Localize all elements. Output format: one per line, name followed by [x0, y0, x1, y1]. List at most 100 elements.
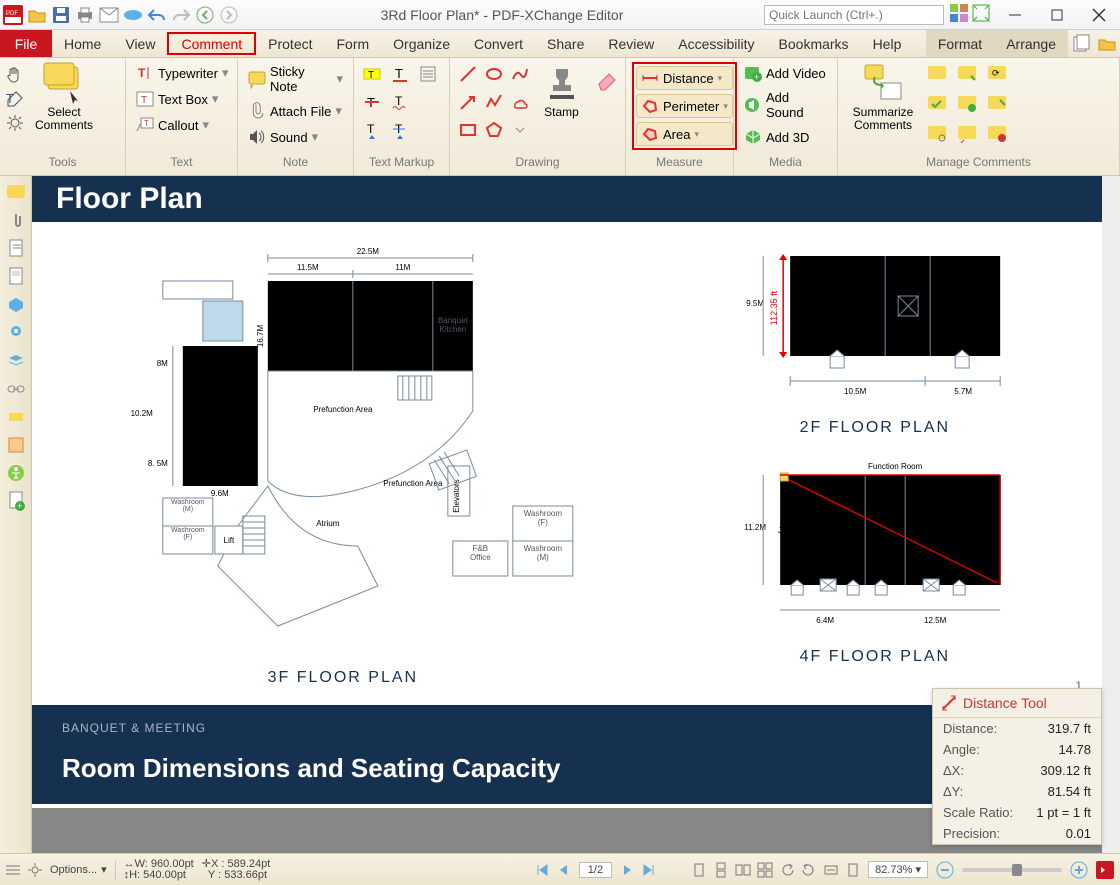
addvideo-button[interactable]: +Add Video — [740, 62, 831, 84]
line-icon[interactable] — [456, 62, 480, 86]
stickynote-button[interactable]: Sticky Note▾ — [244, 62, 347, 96]
perimeter-button[interactable]: Perimeter▾ — [636, 94, 733, 118]
distance-button[interactable]: Distance▾ — [636, 66, 733, 90]
next-page-icon[interactable] — [620, 863, 634, 877]
page-indicator[interactable]: 1/2 — [579, 862, 612, 878]
tab-accessibility[interactable]: Accessibility — [666, 30, 766, 57]
area-button[interactable]: Area▾ — [636, 122, 733, 146]
tab-protect[interactable]: Protect — [256, 30, 324, 57]
addsound-button[interactable]: Add Sound — [740, 88, 831, 122]
open-folder-icon[interactable] — [1094, 30, 1120, 57]
markup-opts-icon[interactable] — [416, 62, 440, 86]
attachments-pane-icon[interactable] — [5, 210, 27, 232]
attachfile-button[interactable]: Attach File▾ — [244, 100, 347, 122]
thumbs-pane-icon[interactable] — [5, 266, 27, 288]
file-menu[interactable]: File — [0, 30, 52, 57]
fit-icon[interactable] — [972, 4, 994, 25]
mc-i3[interactable]: ⟳ — [986, 62, 1010, 86]
quick-launch-input[interactable] — [764, 5, 944, 25]
oval-icon[interactable] — [482, 62, 506, 86]
undo-icon[interactable] — [146, 4, 168, 26]
rotate-ccw-icon[interactable] — [780, 863, 794, 877]
edit-pane-icon[interactable] — [5, 406, 27, 428]
bookmarks-pane-icon[interactable] — [5, 238, 27, 260]
zoom-in-icon[interactable] — [1070, 861, 1088, 879]
mc-i9[interactable] — [986, 122, 1010, 146]
cloud-icon[interactable] — [508, 90, 532, 114]
status-gear-icon[interactable] — [28, 863, 42, 877]
tab-comment[interactable]: Comment — [167, 32, 256, 55]
save-icon[interactable] — [50, 4, 72, 26]
open-icon[interactable] — [26, 4, 48, 26]
save-copy-icon[interactable] — [1068, 30, 1094, 57]
typewriter-button[interactable]: TTypewriter▾ — [132, 62, 233, 84]
fit-width-icon[interactable] — [824, 863, 838, 877]
add3d-button[interactable]: Add 3D — [740, 126, 831, 148]
pencil-icon[interactable] — [508, 62, 532, 86]
tab-convert[interactable]: Convert — [462, 30, 535, 57]
nav-back-icon[interactable] — [194, 4, 216, 26]
stamp-button[interactable]: Stamp — [534, 62, 589, 119]
options-button[interactable]: Options...▾ — [50, 863, 107, 876]
mc-i6[interactable] — [986, 92, 1010, 116]
insert-text-icon[interactable]: T — [360, 118, 384, 142]
squiggle-icon[interactable]: T — [388, 90, 412, 114]
callout-button[interactable]: TCallout▾ — [132, 114, 233, 136]
3d-pane-icon[interactable] — [5, 294, 27, 316]
sign-pane-icon[interactable] — [5, 434, 27, 456]
redo-icon[interactable] — [170, 4, 192, 26]
underline-t-icon[interactable]: T — [388, 62, 412, 86]
shape-dd-icon[interactable] — [508, 118, 532, 142]
dest-pane-icon[interactable] — [5, 322, 27, 344]
tab-view[interactable]: View — [113, 30, 167, 57]
status-menu-icon[interactable] — [6, 863, 20, 877]
layout-facing-cont-icon[interactable] — [758, 863, 772, 877]
vertical-scrollbar[interactable] — [1102, 176, 1120, 853]
mc-i8[interactable] — [956, 122, 980, 146]
polyline-icon[interactable] — [482, 90, 506, 114]
mc-i7[interactable] — [926, 122, 950, 146]
comments-pane-icon[interactable] — [5, 182, 27, 204]
tab-help[interactable]: Help — [861, 30, 914, 57]
pdf-badge-icon[interactable] — [1096, 861, 1114, 879]
tab-organize[interactable]: Organize — [381, 30, 462, 57]
mc-i4[interactable] — [926, 92, 950, 116]
tab-form[interactable]: Form — [325, 30, 382, 57]
zoom-out-icon[interactable] — [936, 861, 954, 879]
sound-button[interactable]: Sound▾ — [244, 126, 347, 148]
tab-home[interactable]: Home — [52, 30, 113, 57]
rect-icon[interactable] — [456, 118, 480, 142]
layout-facing-icon[interactable] — [736, 863, 750, 877]
mc-i1[interactable] — [926, 62, 950, 86]
layout-cont-icon[interactable] — [714, 863, 728, 877]
first-page-icon[interactable] — [535, 863, 549, 877]
maximize-button[interactable] — [1036, 0, 1078, 30]
eraser-icon[interactable] — [593, 62, 619, 97]
polygon-icon[interactable] — [482, 118, 506, 142]
print-icon[interactable] — [74, 4, 96, 26]
links-pane-icon[interactable] — [5, 378, 27, 400]
prev-page-icon[interactable] — [557, 863, 571, 877]
add-pane-icon[interactable]: + — [5, 490, 27, 512]
email-icon[interactable] — [98, 4, 120, 26]
scan-icon[interactable] — [122, 4, 144, 26]
nav-fwd-icon[interactable] — [218, 4, 240, 26]
arrow-icon[interactable] — [456, 90, 480, 114]
zoom-slider[interactable] — [962, 868, 1062, 872]
layout-single-icon[interactable] — [692, 863, 706, 877]
layers-pane-icon[interactable] — [5, 350, 27, 372]
tab-share[interactable]: Share — [535, 30, 596, 57]
rotate-cw-icon[interactable] — [802, 863, 816, 877]
select-comments-button[interactable]: Select Comments — [28, 62, 100, 132]
edit-text-icon[interactable]: T — [6, 90, 24, 108]
tab-review[interactable]: Review — [596, 30, 666, 57]
ui-options-icon[interactable] — [950, 4, 972, 25]
tab-arrange[interactable]: Arrange — [994, 30, 1068, 57]
minimize-button[interactable] — [994, 0, 1036, 30]
textbox-button[interactable]: TText Box▾ — [132, 88, 233, 110]
highlight-icon[interactable]: T — [360, 62, 384, 86]
strikeout-icon[interactable]: T — [360, 90, 384, 114]
tab-bookmarks[interactable]: Bookmarks — [767, 30, 861, 57]
summarize-button[interactable]: Summarize Comments — [844, 62, 922, 132]
mc-i2[interactable] — [956, 62, 980, 86]
